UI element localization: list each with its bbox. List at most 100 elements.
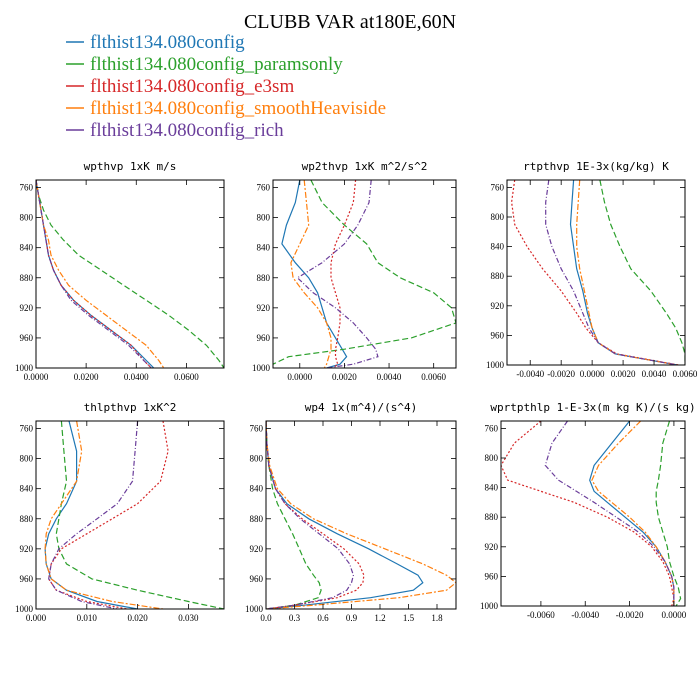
x-tick-label: 0.020: [127, 613, 148, 623]
y-tick-label: 1000: [486, 360, 505, 370]
y-tick-label: 800: [250, 454, 264, 464]
y-tick-label: 800: [485, 453, 499, 463]
x-tick-label: -0.0020: [547, 369, 575, 379]
series-line: [273, 180, 456, 365]
y-tick-label: 960: [20, 574, 34, 584]
y-tick-label: 840: [20, 243, 34, 253]
chart-panel: wprtpthlp 1-E-3x(m kg K)/(s kg) 760 800 840…: [480, 401, 696, 620]
y-tick-label: 960: [485, 571, 499, 581]
panel-title: wp4 1x(m^4)/(s^4): [305, 401, 418, 414]
y-tick-label: 1000: [480, 601, 499, 611]
y-tick-label: 840: [257, 243, 271, 253]
x-tick-label: -0.0040: [516, 369, 544, 379]
series-line: [36, 180, 155, 368]
series-line: [589, 421, 675, 606]
y-tick-label: 760: [491, 182, 505, 192]
series-line: [36, 180, 152, 368]
series-line: [591, 421, 675, 606]
chart-panel: wp2thvp 1xK m^2/s^2 760 800 840 880 920 960 100…: [252, 160, 457, 382]
x-tick-label: 0.0060: [421, 372, 446, 382]
y-tick-label: 880: [491, 271, 505, 281]
legend-entry: flthist134.080config_e3sm: [90, 76, 294, 97]
series-line: [44, 421, 138, 609]
y-tick-label: 920: [485, 542, 499, 552]
y-tick-label: 880: [257, 273, 271, 283]
y-tick-label: 880: [250, 514, 264, 524]
y-tick-label: 840: [20, 484, 34, 494]
chart-panel: wpthvp 1xK m/s 760 800 840 880 920 960 10000.00…: [15, 160, 225, 382]
y-tick-label: 760: [20, 424, 34, 434]
series-line: [501, 421, 675, 606]
panel-title: rtpthvp 1E-3x(kg/kg) K: [523, 160, 669, 173]
series-line: [266, 421, 365, 609]
x-tick-label: 0.0600: [174, 372, 199, 382]
panel-title: wpthvp 1xK m/s: [84, 160, 177, 173]
x-tick-label: 0.3: [289, 613, 301, 623]
chart-panel: thlpthvp 1xK^2 760 800 840 880 920 960 10000.00…: [15, 401, 225, 623]
x-tick-label: 0.0020: [611, 369, 636, 379]
x-tick-label: 0.0200: [74, 372, 99, 382]
legend-entry: flthist134.080config_paramsonly: [90, 54, 343, 75]
x-tick-label: 0.6: [317, 613, 329, 623]
series-line: [599, 180, 685, 365]
legend: flthist134.080configflthist134.080config…: [66, 32, 386, 141]
series-line: [55, 421, 224, 609]
panel-title: wp2thvp 1xK m^2/s^2: [302, 160, 428, 173]
figure-title: CLUBB VAR at180E,60N: [244, 11, 456, 33]
series-line: [330, 180, 357, 368]
x-tick-label: -0.0060: [527, 610, 555, 620]
y-tick-label: 920: [257, 303, 271, 313]
panels: wpthvp 1xK m/s76080084088092096010000.00…: [15, 160, 698, 623]
series-line: [569, 180, 678, 365]
legend-entry: flthist134.080config: [90, 32, 245, 53]
x-tick-label: -0.0020: [616, 610, 644, 620]
x-tick-label: 0.030: [178, 613, 199, 623]
series-line: [296, 180, 379, 368]
chart-panel: rtpthvp 1E-3x(kg/kg) K 760 800 840 880 920 960…: [486, 160, 698, 379]
y-tick-label: 840: [250, 484, 264, 494]
series-line: [290, 180, 332, 368]
y-tick-label: 760: [485, 423, 499, 433]
x-tick-label: 0.000: [26, 613, 47, 623]
y-tick-label: 840: [491, 242, 505, 252]
series-line: [545, 180, 678, 365]
series-line: [36, 180, 152, 368]
series-line: [655, 421, 682, 606]
x-tick-label: 0.0000: [662, 610, 687, 620]
y-tick-label: 960: [250, 574, 264, 584]
series-line: [510, 180, 679, 365]
series-line: [576, 180, 678, 365]
series-line: [266, 421, 322, 609]
y-tick-label: 1000: [245, 604, 264, 614]
panel-title: thlpthvp 1xK^2: [84, 401, 177, 414]
legend-entry: flthist134.080config_smoothHeaviside: [90, 98, 386, 119]
series-line: [48, 421, 169, 609]
plot-frame: [35, 179, 225, 369]
y-tick-label: 920: [250, 544, 264, 554]
y-tick-label: 760: [20, 183, 34, 193]
x-tick-label: 0.0000: [287, 372, 312, 382]
plot-frame: [265, 420, 457, 610]
chart-panel: wp4 1x(m^4)/(s^4)76080084088092096010000…: [245, 401, 457, 623]
x-tick-label: 0.0040: [377, 372, 402, 382]
legend-entry: flthist134.080config_rich: [90, 120, 284, 141]
series-line: [266, 421, 456, 609]
series-line: [48, 421, 139, 609]
x-tick-label: 0.0000: [580, 369, 605, 379]
series-line: [266, 421, 424, 609]
x-tick-label: 1.8: [431, 613, 443, 623]
x-tick-label: -0.0040: [571, 610, 599, 620]
y-tick-label: 960: [491, 330, 505, 340]
y-tick-label: 960: [257, 333, 271, 343]
x-tick-label: 0.9: [346, 613, 358, 623]
series-line: [281, 180, 348, 368]
y-tick-label: 760: [257, 183, 271, 193]
y-tick-label: 1000: [15, 363, 34, 373]
y-tick-label: 960: [20, 333, 34, 343]
x-tick-label: 0.0060: [673, 369, 698, 379]
x-tick-label: 0.0000: [24, 372, 49, 382]
y-tick-label: 880: [20, 273, 34, 283]
series-line: [544, 421, 675, 606]
x-tick-label: 1.5: [403, 613, 415, 623]
